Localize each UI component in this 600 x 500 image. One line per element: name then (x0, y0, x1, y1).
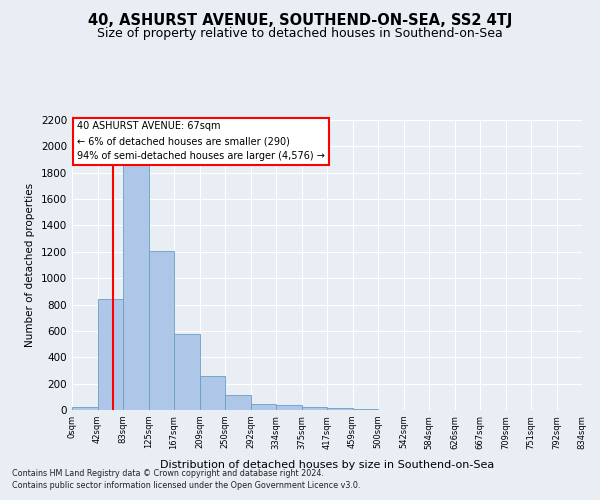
Bar (123, 160, 149, 410)
Bar (149, 250, 174, 410)
Bar (97, 300, 123, 410)
Bar (302, 406, 327, 410)
Bar (199, 376, 225, 410)
Bar (327, 408, 353, 410)
Bar (72, 406, 97, 410)
Text: 40 ASHURST AVENUE: 67sqm
← 6% of detached houses are smaller (290)
94% of semi-d: 40 ASHURST AVENUE: 67sqm ← 6% of detache… (77, 122, 325, 161)
Text: Size of property relative to detached houses in Southend-on-Sea: Size of property relative to detached ho… (97, 28, 503, 40)
Text: Contains public sector information licensed under the Open Government Licence v3: Contains public sector information licen… (12, 481, 361, 490)
Bar (174, 334, 199, 410)
Bar (276, 406, 302, 410)
Text: Contains HM Land Registry data © Crown copyright and database right 2024.: Contains HM Land Registry data © Crown c… (12, 468, 324, 477)
Bar (251, 404, 276, 410)
Text: 40, ASHURST AVENUE, SOUTHEND-ON-SEA, SS2 4TJ: 40, ASHURST AVENUE, SOUTHEND-ON-SEA, SS2… (88, 12, 512, 28)
Bar (353, 408, 378, 410)
Y-axis label: Number of detached properties: Number of detached properties (25, 183, 35, 347)
X-axis label: Distribution of detached houses by size in Southend-on-Sea: Distribution of detached houses by size … (160, 460, 494, 470)
Bar (225, 395, 251, 410)
